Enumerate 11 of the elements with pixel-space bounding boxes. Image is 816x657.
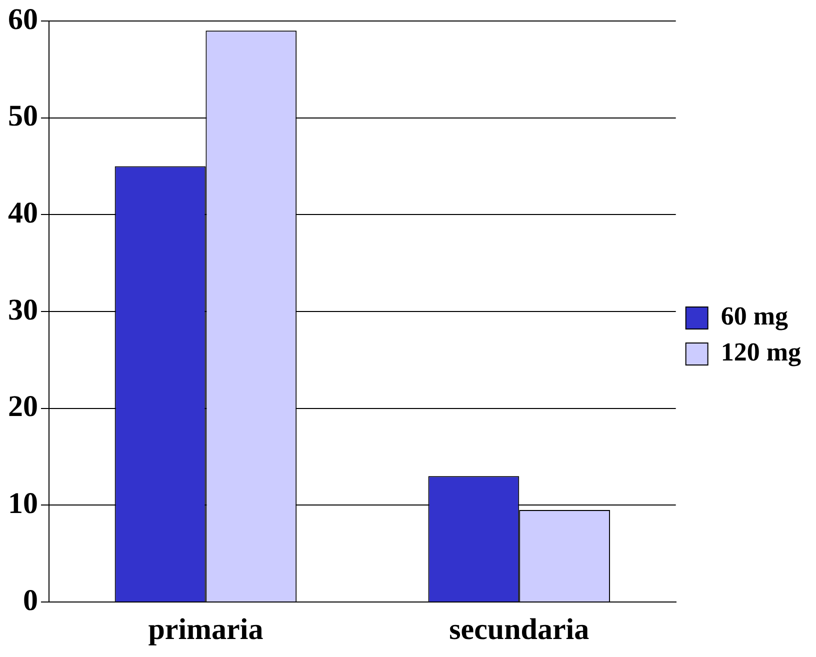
- y-tick-label: 20: [8, 390, 38, 424]
- y-tick-label: 40: [8, 196, 38, 230]
- x-tick-label: primaria: [148, 612, 264, 646]
- legend-label: 60 mg: [720, 302, 788, 331]
- x-tick-label: secundaria: [449, 612, 590, 646]
- legend-label: 120 mg: [720, 338, 802, 367]
- y-tick-label: 50: [8, 100, 38, 133]
- y-tick-label: 60: [8, 2, 38, 36]
- y-tick-label: 0: [23, 584, 38, 617]
- y-tick-label: 10: [8, 486, 38, 520]
- y-tick-label: 30: [8, 293, 38, 326]
